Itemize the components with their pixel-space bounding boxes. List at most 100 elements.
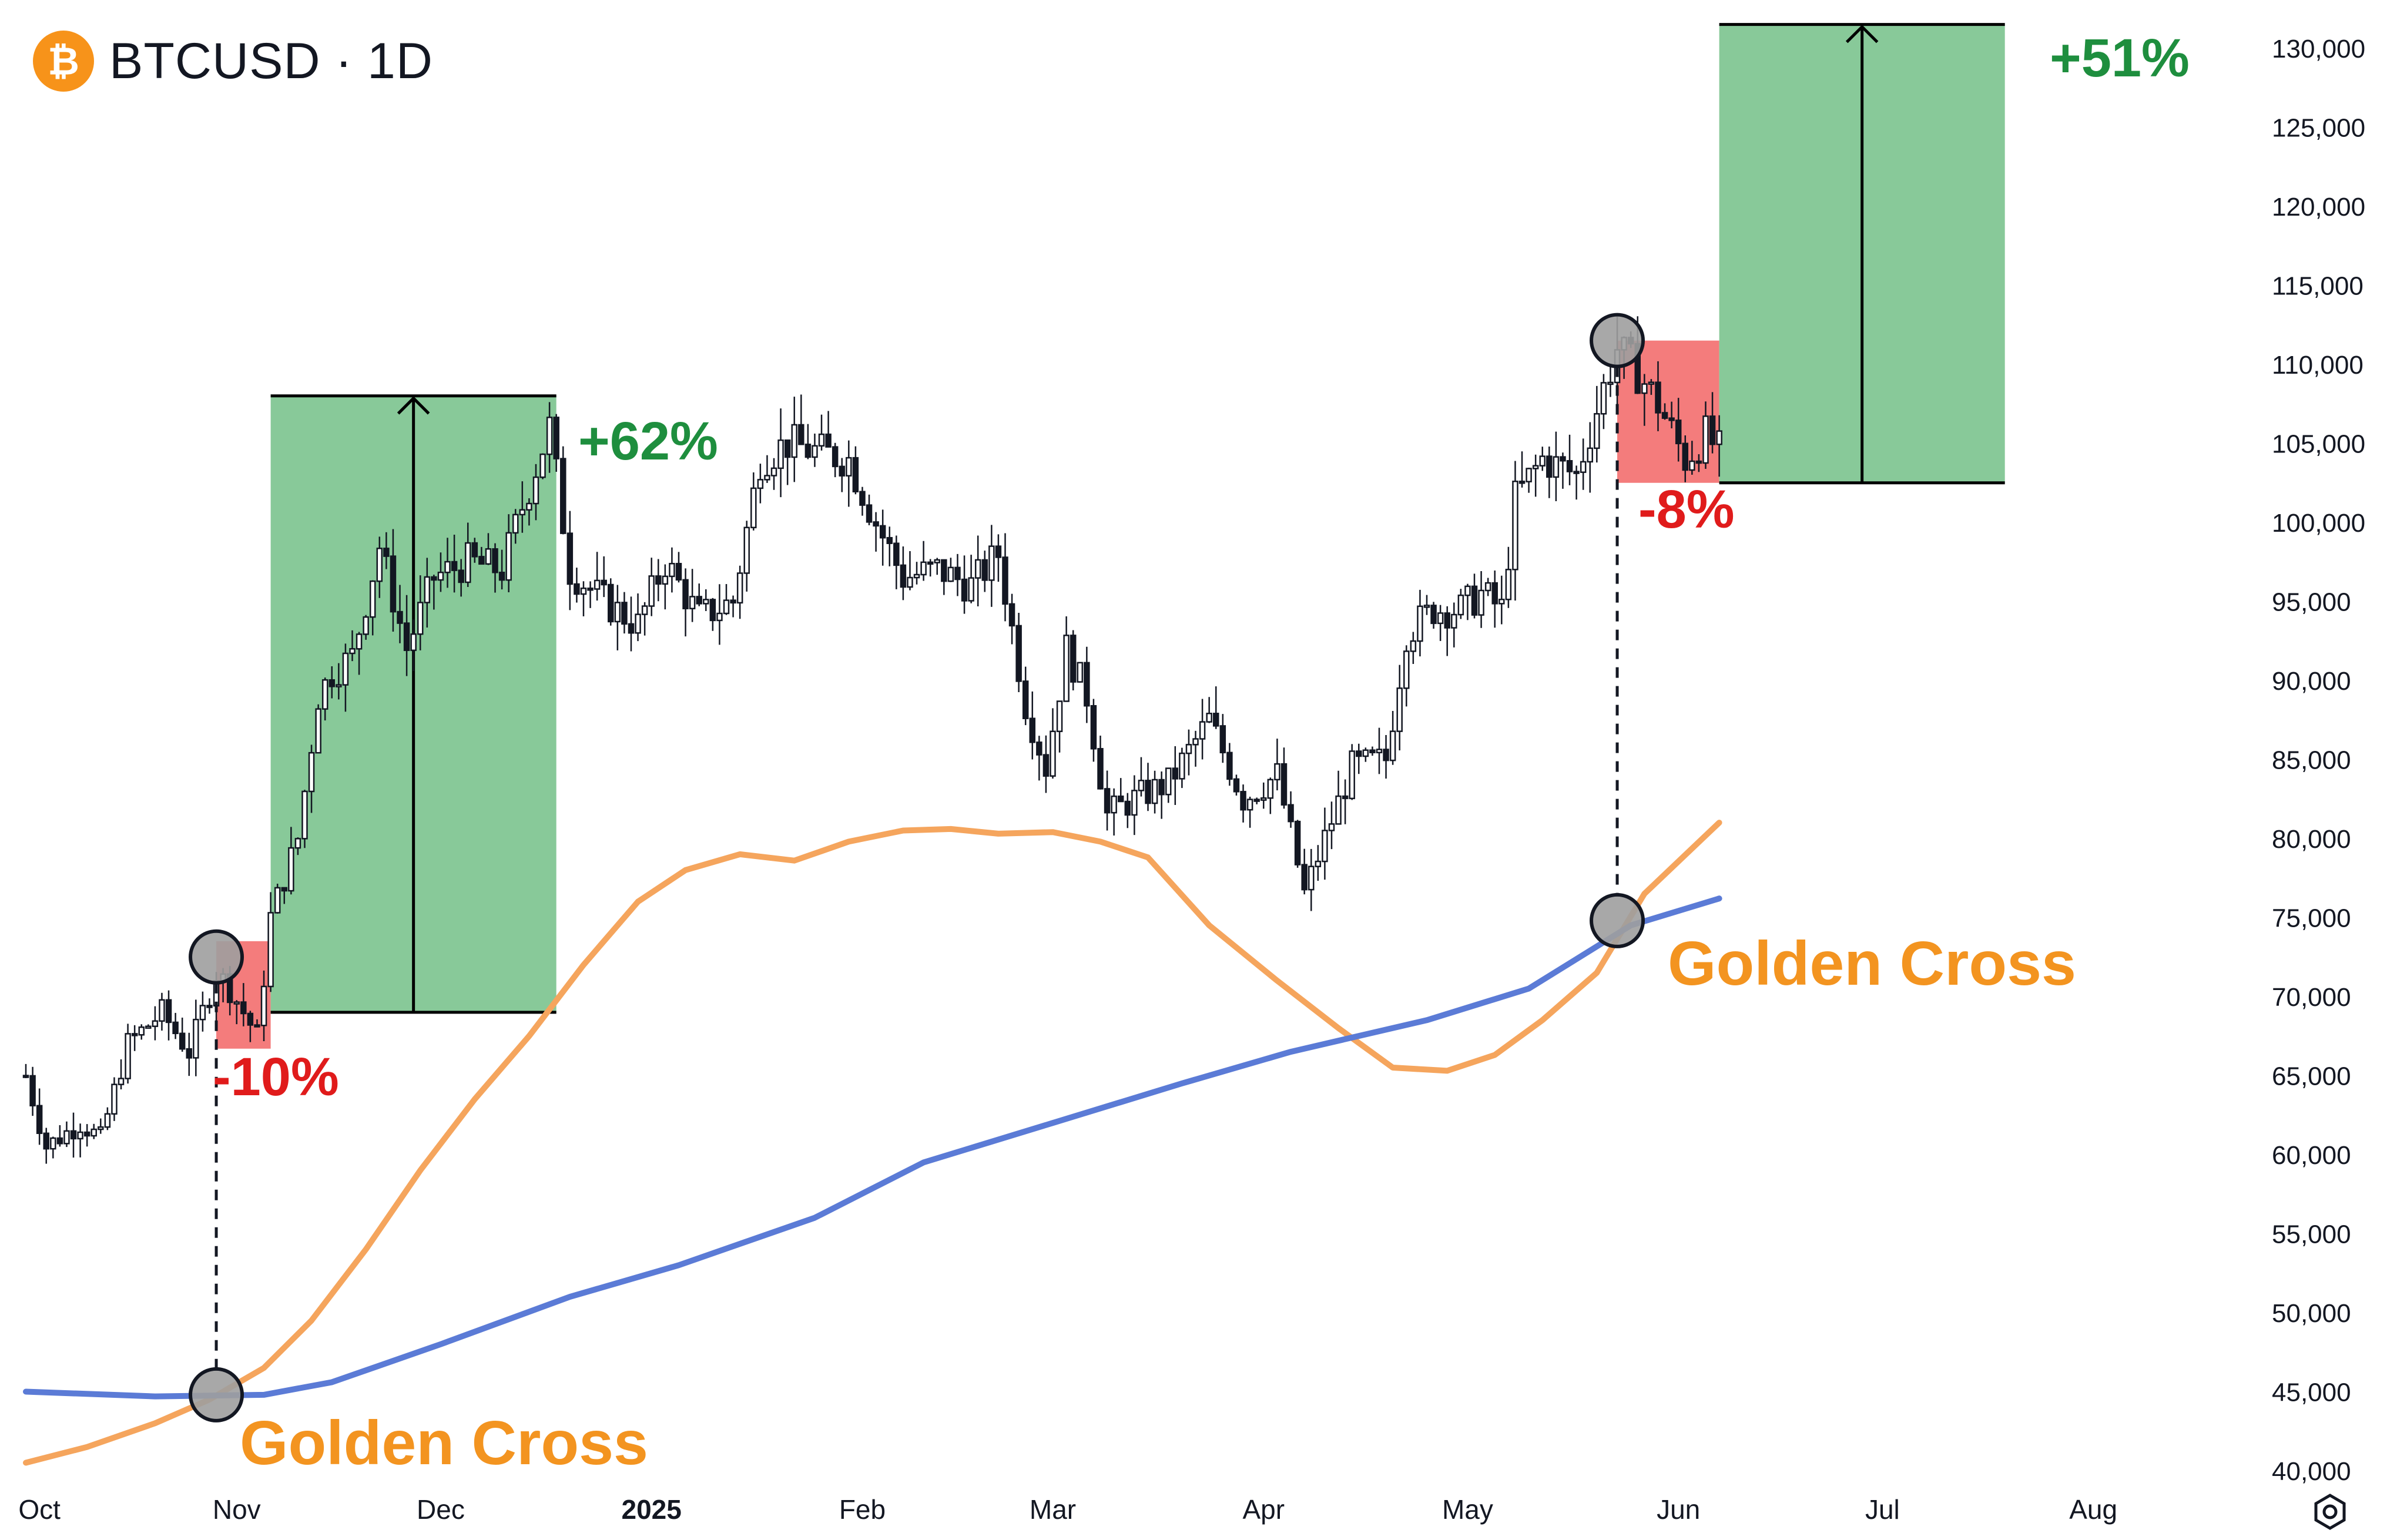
x-tick-label: 2025 (622, 1494, 682, 1525)
candle-body (1464, 585, 1471, 596)
candle-body (587, 587, 594, 591)
candle-body (1437, 612, 1444, 625)
candle-body (1546, 455, 1553, 478)
candle-body (709, 599, 716, 622)
candle-body (1675, 420, 1682, 445)
candle-body (846, 457, 852, 477)
candle-body (628, 623, 635, 634)
candle-body (1689, 460, 1695, 471)
candle-body (560, 458, 566, 534)
y-tick-label: 75,000 (2272, 904, 2351, 933)
candle-body (172, 1021, 179, 1035)
candle-body (736, 572, 743, 604)
y-tick-label: 85,000 (2272, 746, 2351, 775)
candle-body (1702, 415, 1709, 464)
candle-body (315, 708, 321, 754)
candle-body (886, 536, 893, 544)
candle-body (1383, 749, 1389, 761)
candle-body (206, 1005, 213, 1008)
candle-body (131, 1033, 138, 1036)
candle-body (1695, 460, 1702, 464)
candle-body (22, 1075, 29, 1078)
y-tick-label: 60,000 (2272, 1141, 2351, 1170)
candle-body (1682, 442, 1689, 471)
candle-body (1029, 717, 1036, 743)
candle-body (743, 526, 750, 574)
candle-body (328, 679, 336, 687)
candle-body (424, 576, 431, 603)
candle-body (893, 542, 900, 566)
golden-cross-marker (189, 1367, 244, 1422)
candle-body (696, 596, 702, 605)
candle-body (682, 579, 689, 609)
y-tick-label: 65,000 (2272, 1062, 2351, 1091)
candle-body (1280, 763, 1288, 806)
candle-body (1403, 650, 1410, 689)
candle-body (1138, 780, 1145, 791)
candle-body (1124, 800, 1131, 816)
candle-body (390, 555, 397, 613)
candle-body (356, 633, 363, 650)
symbol-label[interactable]: BTCUSD · 1D (109, 32, 433, 89)
y-tick-label: 55,000 (2272, 1220, 2351, 1249)
candle-body (492, 548, 498, 573)
candle-body (968, 577, 974, 602)
loss-percent-label: -10% (213, 1047, 339, 1107)
x-tick-label: Oct (18, 1494, 61, 1525)
candle-body (608, 583, 614, 623)
candle-body (179, 1032, 186, 1050)
candle-body (689, 596, 696, 609)
candle-body (1349, 750, 1355, 800)
candle-body (240, 1001, 247, 1015)
candle-body (1641, 383, 1648, 394)
candle-body (981, 559, 988, 581)
candle-body (1518, 481, 1526, 484)
candle-body (730, 599, 736, 604)
candle-body (186, 1048, 192, 1059)
candle-body (900, 564, 907, 588)
candle-body (308, 751, 315, 793)
candle-body (1716, 430, 1722, 445)
candle-body (723, 599, 730, 615)
y-tick-label: 90,000 (2272, 667, 2351, 696)
y-tick-label: 120,000 (2272, 193, 2365, 222)
candle-body (301, 790, 308, 840)
candle-body (471, 542, 478, 558)
candle-body (614, 602, 621, 623)
candle-body (1015, 625, 1022, 682)
candle-body (954, 566, 961, 581)
candle-body (757, 479, 764, 489)
candle-body (111, 1083, 118, 1115)
chart-header: ₿ BTCUSD · 1D (33, 31, 433, 92)
candle-body (1151, 779, 1158, 804)
candle-body (1042, 754, 1050, 777)
candle-body (519, 509, 526, 516)
golden-cross-label: Golden Cross (240, 1408, 648, 1478)
candle-body (1131, 790, 1138, 816)
candle-body (1308, 865, 1315, 891)
candle-body (995, 545, 1002, 558)
candle-body (485, 548, 492, 565)
candle-body (199, 1005, 206, 1021)
candle-body (988, 545, 995, 581)
candle-body (539, 453, 546, 478)
candle-body (417, 602, 424, 635)
candle-body (1505, 569, 1512, 600)
candle-body (1356, 750, 1362, 757)
candle-body (90, 1128, 97, 1137)
candle-body (498, 572, 505, 581)
candle-body (397, 610, 403, 624)
candle-body (369, 580, 376, 618)
candle-body (1512, 481, 1518, 571)
candle-body (934, 559, 941, 563)
candle-body (56, 1137, 63, 1145)
settings-gear-icon[interactable] (2311, 1492, 2349, 1531)
candle-body (574, 583, 580, 595)
candle-body (125, 1033, 131, 1079)
candle-body (784, 439, 791, 458)
candle-body (1423, 605, 1430, 608)
price-marker-circle (1590, 313, 1645, 368)
candle-body (274, 887, 281, 914)
candle-body (1077, 662, 1084, 683)
